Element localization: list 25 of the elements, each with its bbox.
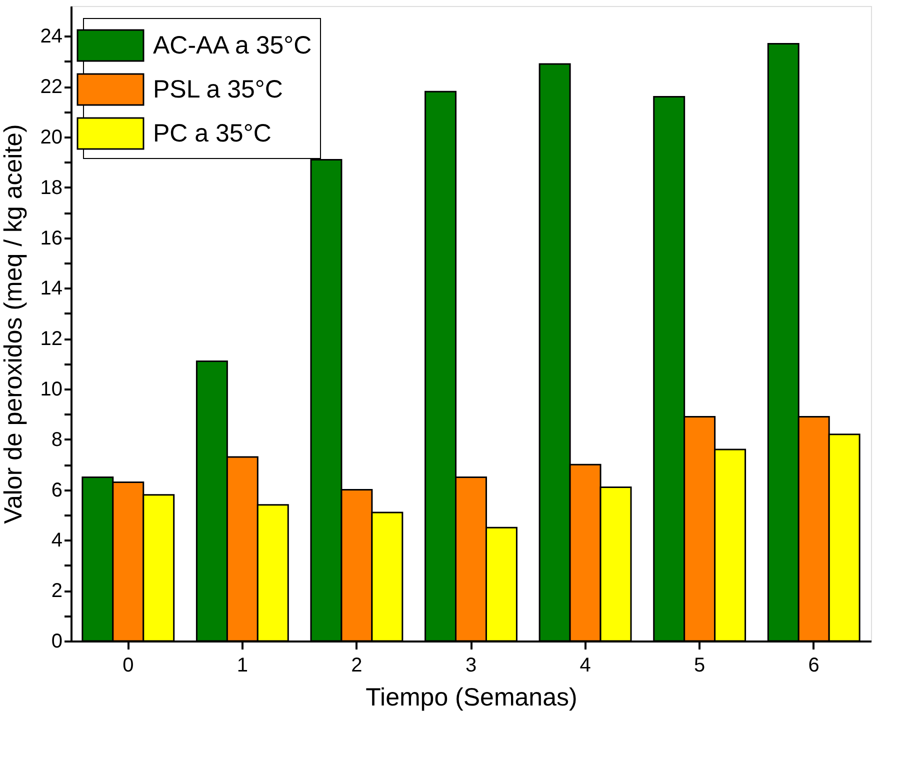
x-tick-label: 6 bbox=[808, 654, 820, 676]
y-tick-label: 16 bbox=[40, 227, 62, 250]
y-tick-label: 10 bbox=[40, 378, 62, 401]
y-tick-label: 12 bbox=[40, 328, 62, 350]
legend-label: PSL a 35°C bbox=[153, 76, 283, 104]
x-tick-label: 3 bbox=[465, 654, 477, 676]
y-tick-label: 20 bbox=[40, 126, 62, 149]
y-tick-label: 18 bbox=[40, 176, 62, 199]
x-tick-label: 1 bbox=[236, 654, 248, 676]
y-tick-label: 6 bbox=[51, 479, 62, 502]
y-tick-label: 4 bbox=[51, 530, 62, 552]
x-tick-label: 2 bbox=[351, 654, 362, 676]
x-axis-title: Tiempo (Semanas) bbox=[366, 684, 578, 712]
legend-label: PC a 35°C bbox=[153, 120, 272, 148]
y-axis-title: Valor de peroxidos (meq / kg aceite) bbox=[0, 124, 28, 524]
x-tick-label: 5 bbox=[694, 654, 706, 676]
legend-label: AC-AA a 35°C bbox=[153, 32, 312, 60]
y-tick-label: 8 bbox=[51, 428, 62, 451]
y-tick-label: 14 bbox=[40, 278, 62, 300]
y-tick-label: 22 bbox=[40, 76, 62, 98]
x-tick-label: 4 bbox=[580, 654, 591, 676]
y-tick-label: 2 bbox=[51, 580, 62, 602]
x-tick-label: 0 bbox=[122, 654, 134, 676]
y-tick-label: 0 bbox=[51, 630, 62, 652]
y-tick-label: 24 bbox=[40, 26, 62, 48]
